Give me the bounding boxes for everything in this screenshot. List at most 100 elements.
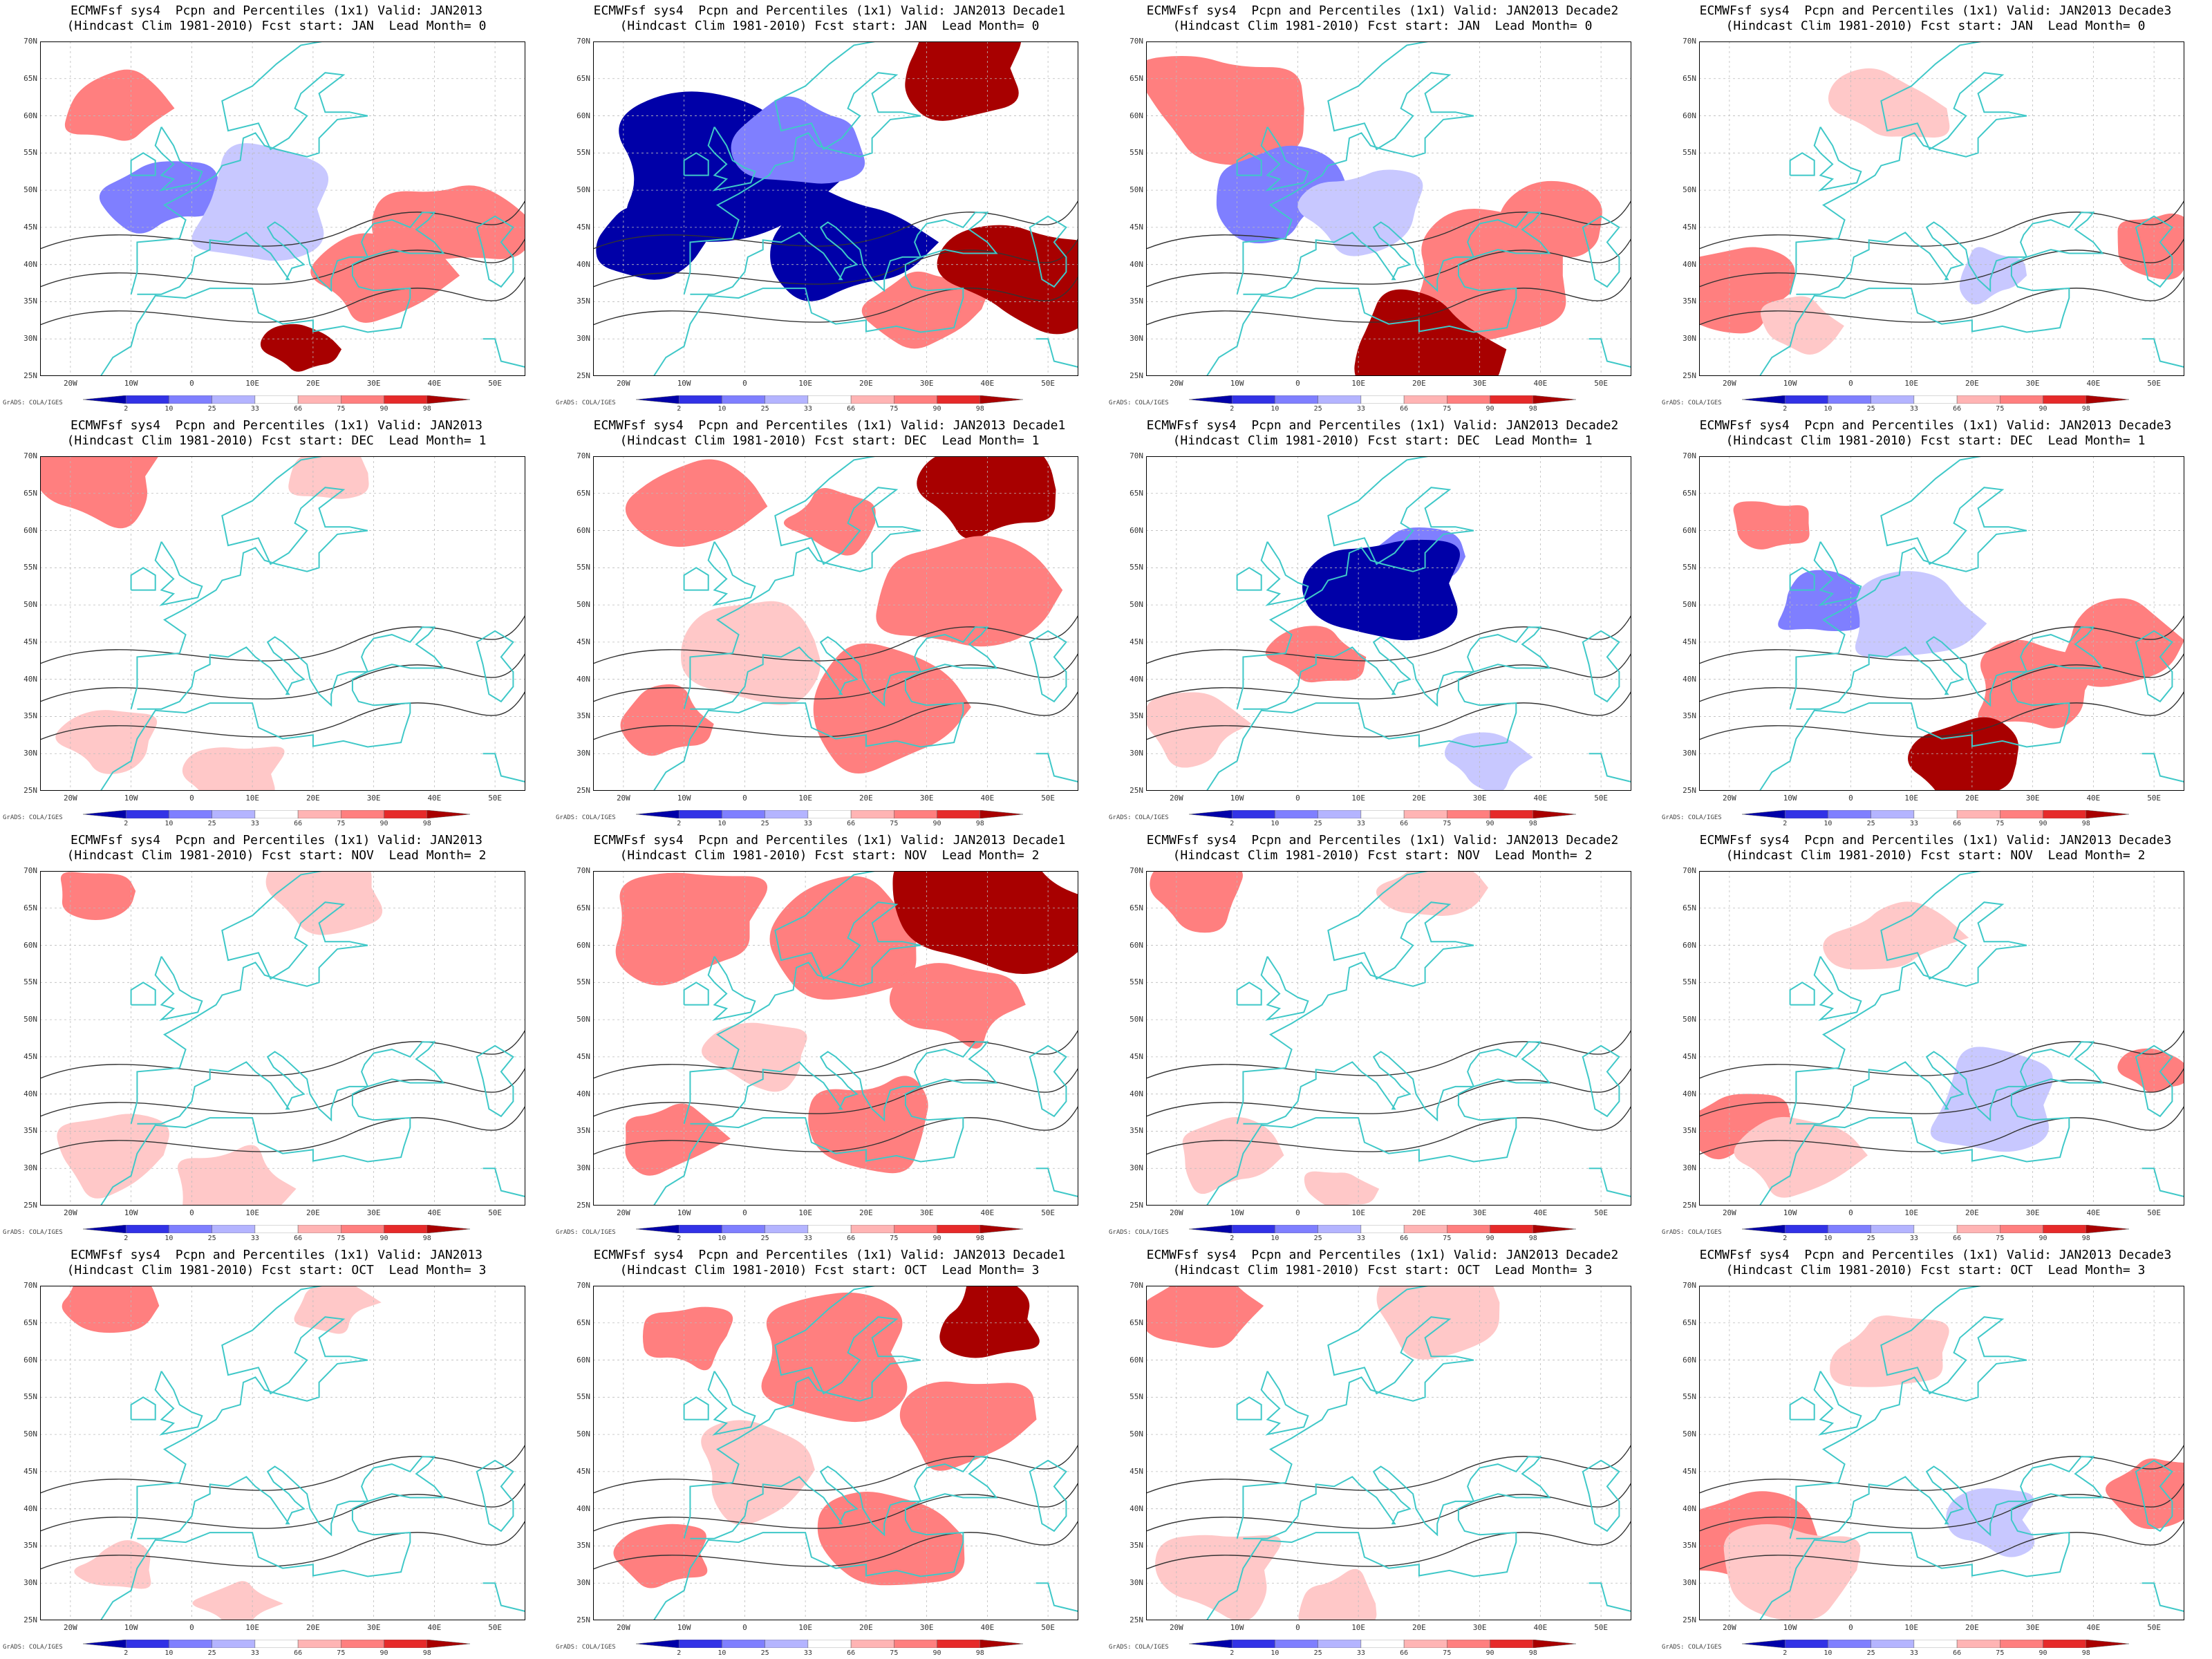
colorbar-swatch (980, 1640, 1023, 1648)
percentile-area (40, 456, 159, 529)
lat-tick-label: 40N (24, 1089, 37, 1098)
lat-tick-label: 65N (24, 488, 37, 498)
lon-tick-label: 20E (1412, 1208, 1426, 1217)
colorbar-swatch (1189, 395, 1232, 404)
colorbar (1189, 395, 1576, 404)
grads-credit: GrADS: COLA/IGES (556, 400, 616, 406)
percentile-area (192, 1581, 283, 1620)
colorbar (636, 1225, 1023, 1233)
coastline (100, 1286, 525, 1620)
lon-tick-label: 0 (1848, 379, 1853, 388)
lat-tick-label: 45N (24, 1466, 37, 1476)
lat-tick-label: 25N (24, 1615, 37, 1624)
grads-credit: GrADS: COLA/IGES (556, 1644, 616, 1651)
lon-tick-label: 40E (2086, 1208, 2101, 1217)
contour-line (1146, 1520, 1631, 1570)
lat-tick-label: 50N (577, 1015, 590, 1024)
lon-tick-label: 40E (1533, 1623, 1548, 1632)
lon-tick-label: 10W (1230, 379, 1244, 388)
percentile-area (1855, 571, 1987, 657)
colorbar-label: 33 (1909, 405, 1918, 413)
colorbar-label: 33 (1356, 1649, 1365, 1657)
lon-tick-label: 50E (488, 794, 503, 803)
percentile-area (57, 1114, 169, 1199)
map-panel: ECMWFsf sys4 Pcpn and Percentiles (1x1) … (553, 1244, 1106, 1659)
colorbar-swatch (2000, 1225, 2043, 1233)
percentile-area (937, 225, 1078, 335)
contour-line (40, 1444, 525, 1494)
lat-tick-label: 50N (24, 185, 37, 195)
colorbar-label: 25 (760, 1235, 769, 1242)
colorbar-label: 2 (124, 1235, 129, 1242)
colorbar-swatch (1360, 395, 1405, 404)
map-panel: ECMWFsf sys4 Pcpn and Percentiles (1x1) … (1106, 415, 1659, 830)
colorbar-label: 66 (1400, 1235, 1409, 1242)
colorbar-label: 98 (2081, 405, 2090, 413)
lon-tick-label: 10W (1230, 1623, 1244, 1632)
contour-line (1146, 1444, 1631, 1494)
lat-tick-label: 70N (1683, 451, 1696, 460)
colorbar-label: 10 (165, 820, 174, 827)
lat-tick-label: 60N (24, 940, 37, 950)
colorbar-swatch (850, 1225, 894, 1233)
colorbar-label: 33 (250, 405, 259, 413)
colorbar-swatch (678, 395, 722, 404)
lat-tick-label: 60N (1130, 111, 1143, 120)
colorbar-swatch (427, 1225, 470, 1233)
precip-map (1146, 456, 1631, 791)
lon-tick-label: 50E (488, 379, 503, 388)
colorbar (1742, 395, 2129, 404)
colorbar-swatch (169, 395, 212, 404)
colorbar-swatch (125, 395, 169, 404)
percentile-area (1297, 169, 1423, 256)
colorbar-swatch (1447, 810, 1490, 818)
contour-line (593, 1444, 1078, 1494)
colorbar-label: 10 (718, 1235, 727, 1242)
colorbar-swatch (1828, 1640, 1871, 1648)
percentile-area (808, 1076, 928, 1174)
precip-map (593, 1286, 1078, 1620)
colorbar-swatch (1231, 395, 1275, 404)
grads-credit: GrADS: COLA/IGES (556, 1229, 616, 1236)
precip-map (593, 41, 1078, 376)
panel-subtitle: (Hindcast Clim 1981-2010) Fcst start: OC… (1172, 1263, 1593, 1277)
lat-tick-label: 25N (1683, 1201, 1696, 1210)
colorbar-swatch (2086, 810, 2129, 818)
lon-tick-label: 10W (124, 1208, 138, 1217)
colorbar-label: 98 (1528, 820, 1537, 827)
lat-tick-label: 60N (577, 940, 590, 950)
colorbar-swatch (722, 1225, 765, 1233)
percentile-area (625, 459, 768, 547)
colorbar-swatch (212, 1640, 256, 1648)
colorbar-label: 66 (294, 1235, 303, 1242)
colorbar (636, 810, 1023, 818)
percentile-area (1778, 570, 1867, 632)
colorbar-swatch (1318, 395, 1362, 404)
colorbar-swatch (2000, 810, 2043, 818)
lat-tick-label: 35N (577, 1126, 590, 1136)
colorbar-swatch (1742, 1225, 1785, 1233)
lat-tick-label: 45N (577, 222, 590, 232)
colorbar-label: 25 (1313, 1649, 1322, 1657)
contour-line (1146, 691, 1631, 740)
panel-subtitle: (Hindcast Clim 1981-2010) Fcst start: OC… (619, 1263, 1040, 1277)
coastline (1759, 41, 2184, 376)
colorbar-swatch (937, 810, 981, 818)
lon-tick-label: 50E (1594, 1208, 1609, 1217)
map-panel: ECMWFsf sys4 Pcpn and Percentiles (1x1) … (1659, 1244, 2212, 1659)
colorbar-label: 33 (1356, 820, 1365, 827)
lon-tick-label: 10W (677, 379, 691, 388)
contour-line (593, 200, 1078, 250)
colorbar-label: 98 (422, 405, 431, 413)
lat-tick-label: 25N (1683, 786, 1696, 795)
lat-tick-label: 65N (1683, 488, 1696, 498)
lat-tick-label: 60N (1130, 525, 1143, 535)
contour-line (1699, 615, 2184, 664)
panel-title: ECMWFsf sys4 Pcpn and Percentiles (1x1) … (593, 418, 1066, 433)
colorbar-swatch (1275, 810, 1318, 818)
colorbar (83, 810, 470, 818)
precip-map (1146, 1286, 1631, 1620)
contour-line (40, 1520, 525, 1570)
colorbar-swatch (678, 1225, 722, 1233)
percentile-area (1376, 871, 1488, 916)
